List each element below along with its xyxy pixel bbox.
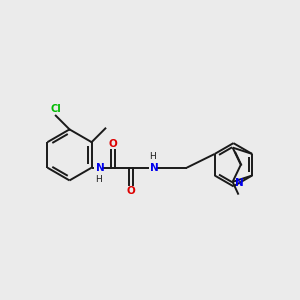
Text: O: O — [127, 186, 135, 196]
Text: N: N — [149, 163, 158, 173]
Text: H: H — [95, 175, 102, 184]
Text: Cl: Cl — [50, 104, 61, 114]
Text: H: H — [149, 152, 156, 161]
Text: N: N — [95, 163, 104, 173]
Text: N: N — [235, 178, 243, 188]
Text: O: O — [109, 139, 118, 149]
